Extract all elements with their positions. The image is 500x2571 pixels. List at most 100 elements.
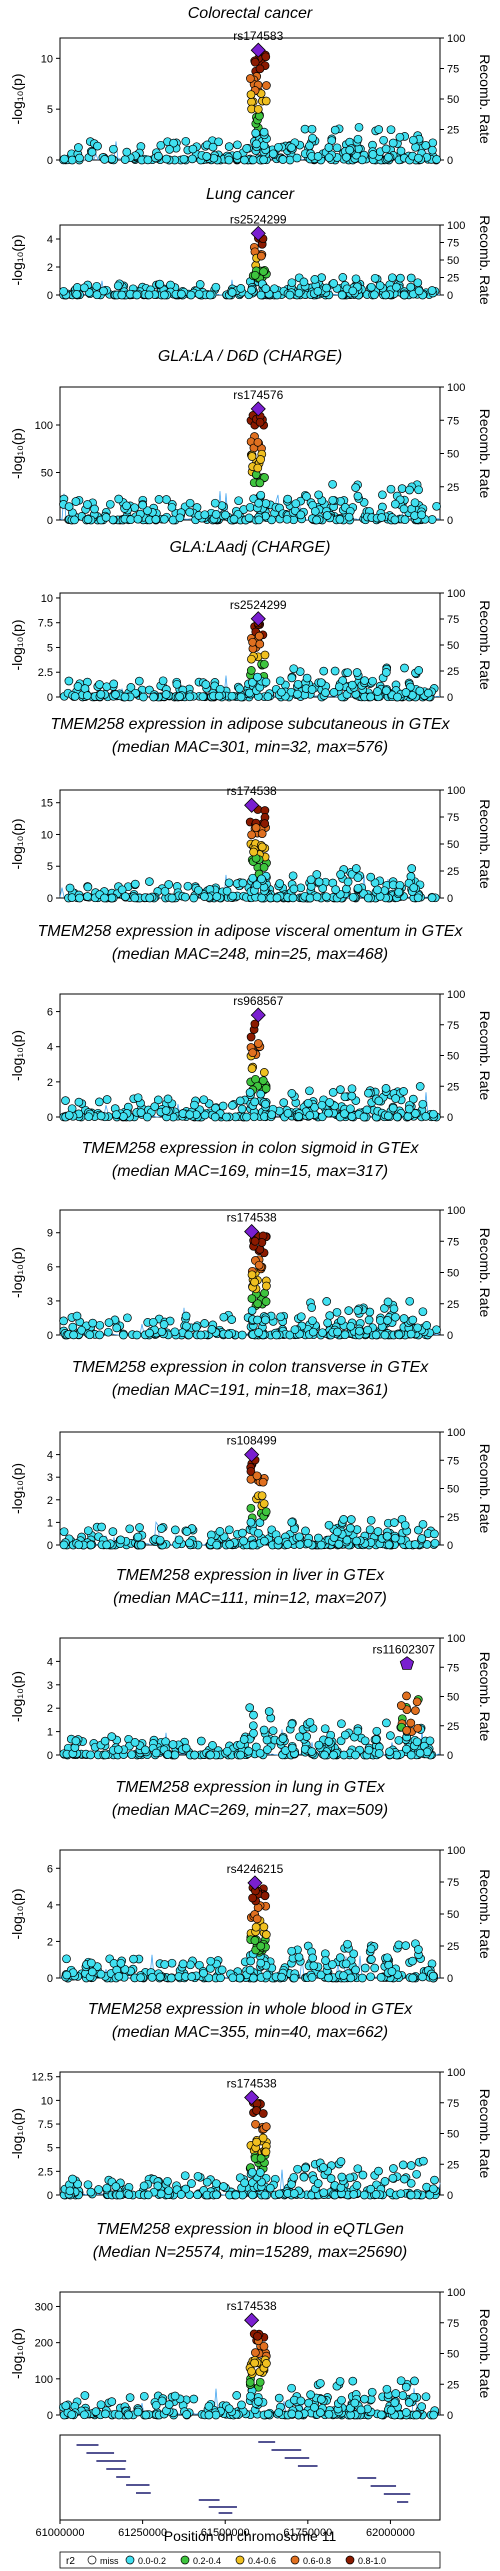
- snp-point: [256, 455, 265, 464]
- y2-axis-label: Recomb. Rate: [477, 1444, 493, 1534]
- snp-point: [337, 1719, 346, 1729]
- snp-point: [211, 510, 221, 519]
- snp-point: [166, 1973, 176, 1983]
- snp-point: [386, 2405, 396, 2415]
- snp-point: [430, 1529, 439, 1539]
- snp-point: [371, 1735, 381, 1744]
- snp-point: [240, 2178, 249, 2188]
- snp-point: [185, 1110, 195, 1120]
- snp-point: [402, 1691, 411, 1701]
- y2-tick-label: 25: [447, 125, 459, 137]
- snp-point: [252, 139, 261, 149]
- snp-point: [75, 153, 84, 163]
- snp-point: [159, 514, 169, 524]
- snp-point: [254, 1039, 263, 1048]
- snp-point: [237, 2400, 246, 2410]
- snp-point: [387, 273, 397, 283]
- snp-point: [85, 1330, 95, 1340]
- snp-point: [62, 1954, 71, 1964]
- snp-point: [161, 690, 171, 699]
- y-tick-label: 0: [47, 1540, 53, 1552]
- snp-point: [384, 153, 393, 162]
- snp-point: [351, 274, 361, 284]
- y-tick-label: 0: [47, 1973, 53, 1985]
- snp-point: [221, 510, 230, 520]
- snp-point: [346, 1104, 355, 1114]
- snp-point: [250, 270, 260, 280]
- y2-tick-label: 100: [447, 1633, 465, 1645]
- snp-point: [111, 690, 120, 699]
- x-tick-label: 61250000: [118, 2527, 167, 2539]
- snp-point: [245, 1703, 255, 1712]
- snp-point: [236, 284, 246, 293]
- chart-title: Colorectal cancer: [188, 5, 313, 22]
- snp-point: [287, 673, 297, 683]
- y2-tick-label: 0: [447, 290, 453, 302]
- snp-point: [352, 1536, 361, 1546]
- snp-point: [60, 154, 69, 164]
- snp-point: [120, 155, 130, 164]
- snp-point: [421, 2392, 431, 2402]
- snp-point: [412, 2410, 421, 2420]
- snp-point: [260, 2190, 270, 2200]
- snp-point: [287, 1089, 297, 1098]
- snp-point: [100, 1736, 110, 1746]
- chart-title: GLA:LA / D6D (CHARGE): [158, 348, 342, 365]
- snp-point: [251, 128, 261, 138]
- snp-point: [145, 893, 155, 903]
- snp-point: [247, 1306, 257, 1315]
- snp-point: [418, 1519, 428, 1529]
- snp-point: [164, 2186, 174, 2196]
- snp-point: [180, 2171, 190, 2181]
- snp-point: [313, 152, 323, 161]
- snp-point: [248, 1540, 258, 1550]
- snp-point: [272, 1330, 281, 1340]
- snp-point: [346, 1321, 356, 1331]
- snp-point: [316, 678, 326, 687]
- snp-point: [339, 1750, 349, 1760]
- snp-point: [353, 873, 363, 883]
- snp-point: [399, 2174, 409, 2184]
- snp-point: [155, 1972, 165, 1982]
- snp-point: [206, 1956, 216, 1966]
- snp-point: [316, 1540, 326, 1550]
- snp-point: [272, 893, 282, 903]
- snp-point: [246, 1503, 256, 1513]
- snp-point: [202, 2177, 212, 2187]
- y2-tick-label: 25: [447, 273, 459, 285]
- snp-point: [185, 692, 195, 702]
- chart-title: TMEM258 expression in adipose visceral o…: [37, 923, 463, 940]
- snp-point: [348, 892, 358, 902]
- snp-point: [96, 2400, 106, 2410]
- lead-snp-label: rs174538: [227, 784, 277, 798]
- snp-point: [191, 1322, 201, 1332]
- snp-point: [282, 514, 292, 524]
- snp-point: [343, 877, 353, 887]
- snp-point: [283, 494, 293, 504]
- snp-point: [170, 1525, 180, 1535]
- snp-point: [406, 1718, 416, 1728]
- legend: r2 miss 0.0-0.2 0.2-0.4 0.4-0.6 0.6-0.8 0.8-1.…: [59, 2551, 441, 2569]
- snp-point: [235, 684, 244, 694]
- snp-point: [261, 284, 271, 293]
- snp-point: [102, 1540, 112, 1550]
- snp-point: [352, 668, 362, 677]
- snp-point: [303, 1098, 313, 1108]
- x-tick-label: 62000000: [366, 2527, 415, 2539]
- y2-tick-label: 100: [447, 2287, 465, 2299]
- y2-tick-label: 0: [447, 893, 453, 905]
- y-tick-label: 2: [47, 1077, 53, 1089]
- snp-point: [394, 887, 404, 897]
- snp-point: [245, 1965, 255, 1975]
- lead-snp-label: rs11602307: [372, 1643, 435, 1657]
- snp-point: [399, 1087, 408, 1096]
- snp-point: [347, 1084, 357, 1094]
- snp-point: [288, 893, 298, 903]
- y2-tick-label: 0: [447, 692, 453, 704]
- snp-point: [351, 483, 360, 492]
- snp-point: [136, 1973, 145, 1983]
- snp-point: [169, 138, 178, 148]
- snp-point: [344, 1306, 354, 1315]
- chart-panel-1: Colorectal cancer05100255075100-log₁₀(p)…: [9, 5, 493, 167]
- snp-point: [208, 142, 218, 152]
